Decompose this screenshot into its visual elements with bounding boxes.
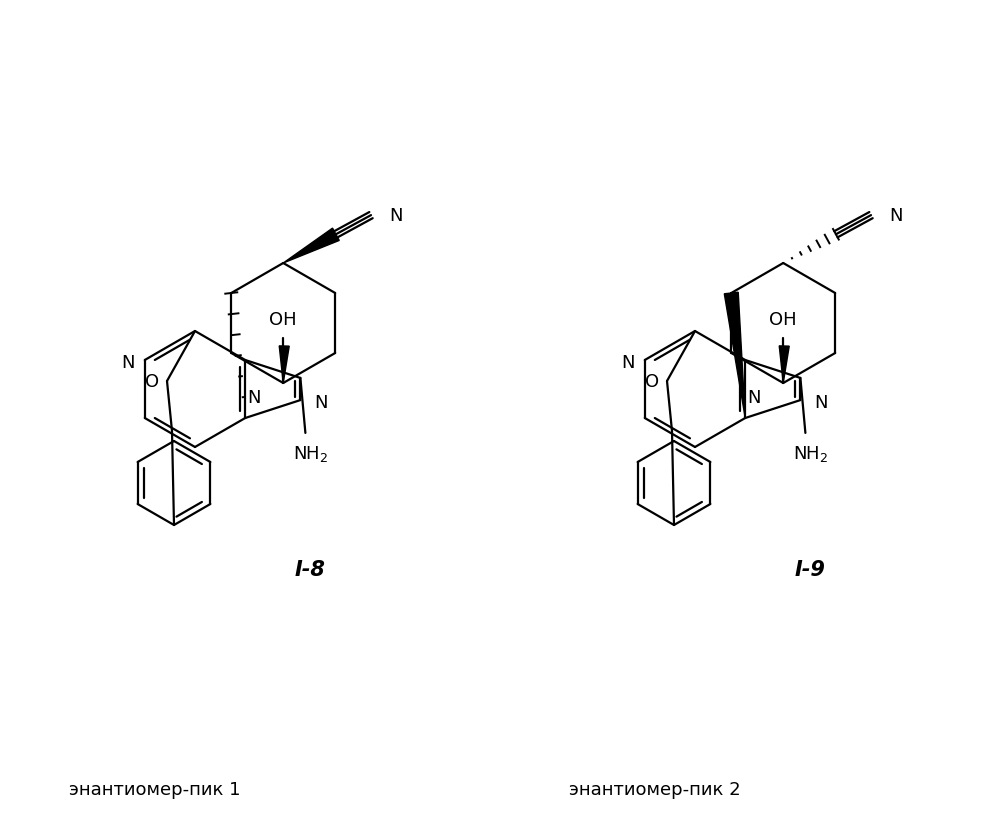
Text: OH: OH (769, 311, 797, 329)
Text: OH: OH (269, 311, 297, 329)
Text: N: N (621, 354, 635, 371)
Text: N: N (247, 389, 261, 406)
Text: O: O (145, 373, 159, 390)
Text: N: N (889, 206, 903, 225)
Text: N: N (314, 394, 328, 411)
Text: N: N (747, 389, 761, 406)
Text: NH$_2$: NH$_2$ (293, 443, 328, 463)
Text: энантиомер-пик 1: энантиомер-пик 1 (69, 780, 241, 798)
Text: энантиомер-пик 2: энантиомер-пик 2 (569, 780, 741, 798)
Polygon shape (724, 293, 745, 419)
Text: N: N (814, 394, 828, 411)
Text: N: N (121, 354, 135, 371)
Text: N: N (389, 206, 403, 225)
Polygon shape (283, 229, 339, 263)
Polygon shape (779, 346, 789, 384)
Text: I-9: I-9 (795, 559, 825, 579)
Text: O: O (645, 373, 659, 390)
Text: I-8: I-8 (295, 559, 325, 579)
Text: NH$_2$: NH$_2$ (793, 443, 828, 463)
Polygon shape (279, 346, 289, 384)
